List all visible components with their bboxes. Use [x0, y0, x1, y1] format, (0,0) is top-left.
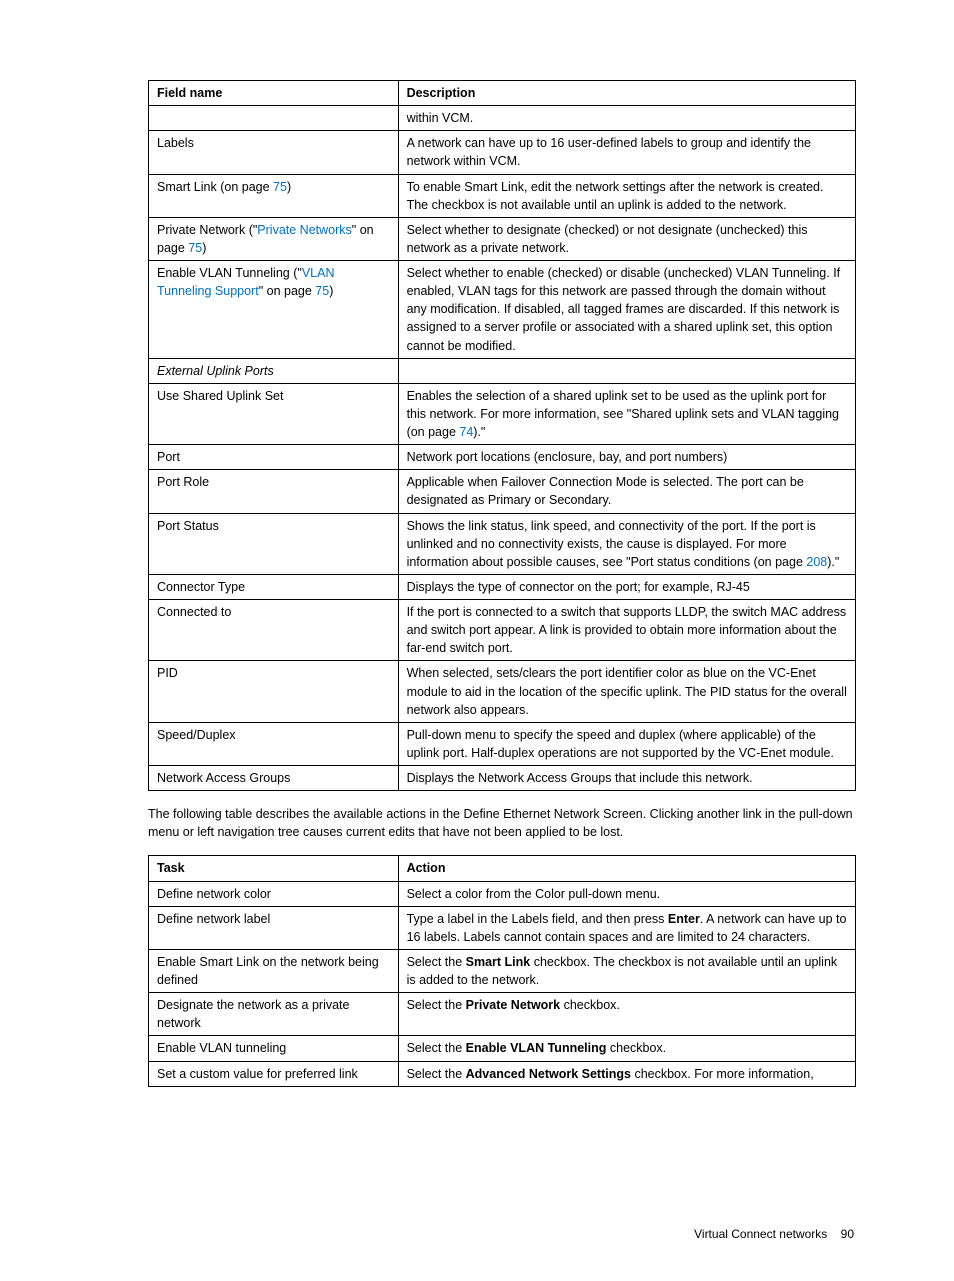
page-footer: Virtual Connect networks 90 [148, 1227, 856, 1241]
action-cell: Select a color from the Color pull-down … [398, 881, 855, 906]
description-cell: Enables the selection of a shared uplink… [398, 383, 855, 444]
task-action-table: Task Action Define network colorSelect a… [148, 855, 856, 1086]
table-row: Set a custom value for preferred linkSel… [149, 1061, 856, 1086]
header-description: Description [398, 81, 855, 106]
description-cell: When selected, sets/clears the port iden… [398, 661, 855, 722]
description-cell: Applicable when Failover Connection Mode… [398, 470, 855, 513]
description-cell: Network port locations (enclosure, bay, … [398, 445, 855, 470]
action-cell: Select the Enable VLAN Tunneling checkbo… [398, 1036, 855, 1061]
task-cell: Enable VLAN tunneling [149, 1036, 399, 1061]
table-row: Port StatusShows the link status, link s… [149, 513, 856, 574]
table-row: Connected toIf the port is connected to … [149, 600, 856, 661]
field-name-cell: Enable VLAN Tunneling ("VLAN Tunneling S… [149, 261, 399, 359]
header-task: Task [149, 856, 399, 881]
description-cell: within VCM. [398, 106, 855, 131]
header-action: Action [398, 856, 855, 881]
description-cell: Pull-down menu to specify the speed and … [398, 722, 855, 765]
field-name-cell: Private Network ("Private Networks" on p… [149, 217, 399, 260]
table-row: Enable VLAN Tunneling ("VLAN Tunneling S… [149, 261, 856, 359]
action-cell: Select the Smart Link checkbox. The chec… [398, 949, 855, 992]
field-description-table: Field name Description within VCM.Labels… [148, 80, 856, 791]
table-row: PIDWhen selected, sets/clears the port i… [149, 661, 856, 722]
table-row: Smart Link (on page 75)To enable Smart L… [149, 174, 856, 217]
field-name-cell: Connected to [149, 600, 399, 661]
table-row: Connector TypeDisplays the type of conne… [149, 574, 856, 599]
action-cell: Type a label in the Labels field, and th… [398, 906, 855, 949]
page-number: 90 [841, 1227, 854, 1241]
table-row: Use Shared Uplink SetEnables the selecti… [149, 383, 856, 444]
footer-section-title: Virtual Connect networks [694, 1227, 827, 1241]
field-name-cell: PID [149, 661, 399, 722]
table-row: Network Access GroupsDisplays the Networ… [149, 766, 856, 791]
table-row: Define network labelType a label in the … [149, 906, 856, 949]
description-cell: If the port is connected to a switch tha… [398, 600, 855, 661]
table-row: Speed/DuplexPull-down menu to specify th… [149, 722, 856, 765]
table-row: Port RoleApplicable when Failover Connec… [149, 470, 856, 513]
field-name-cell: Speed/Duplex [149, 722, 399, 765]
field-name-cell: External Uplink Ports [149, 358, 399, 383]
description-cell: A network can have up to 16 user-defined… [398, 131, 855, 174]
table-row: Enable Smart Link on the network being d… [149, 949, 856, 992]
field-name-cell: Use Shared Uplink Set [149, 383, 399, 444]
field-name-cell: Labels [149, 131, 399, 174]
field-name-cell: Port Role [149, 470, 399, 513]
description-cell: Displays the Network Access Groups that … [398, 766, 855, 791]
document-page: Field name Description within VCM.Labels… [0, 0, 954, 1281]
description-cell [398, 358, 855, 383]
task-cell: Enable Smart Link on the network being d… [149, 949, 399, 992]
table-row: LabelsA network can have up to 16 user-d… [149, 131, 856, 174]
field-name-cell [149, 106, 399, 131]
table-row: PortNetwork port locations (enclosure, b… [149, 445, 856, 470]
field-name-cell: Port Status [149, 513, 399, 574]
description-cell: Shows the link status, link speed, and c… [398, 513, 855, 574]
description-cell: Select whether to designate (checked) or… [398, 217, 855, 260]
table-row: within VCM. [149, 106, 856, 131]
task-cell: Designate the network as a private netwo… [149, 993, 399, 1036]
table-row: Enable VLAN tunnelingSelect the Enable V… [149, 1036, 856, 1061]
table-row: External Uplink Ports [149, 358, 856, 383]
table-header-row: Task Action [149, 856, 856, 881]
task-cell: Define network label [149, 906, 399, 949]
task-cell: Set a custom value for preferred link [149, 1061, 399, 1086]
action-cell: Select the Advanced Network Settings che… [398, 1061, 855, 1086]
field-name-cell: Port [149, 445, 399, 470]
description-cell: Displays the type of connector on the po… [398, 574, 855, 599]
action-cell: Select the Private Network checkbox. [398, 993, 855, 1036]
description-cell: Select whether to enable (checked) or di… [398, 261, 855, 359]
task-cell: Define network color [149, 881, 399, 906]
description-cell: To enable Smart Link, edit the network s… [398, 174, 855, 217]
between-tables-paragraph: The following table describes the availa… [148, 805, 856, 841]
field-name-cell: Smart Link (on page 75) [149, 174, 399, 217]
table-row: Define network colorSelect a color from … [149, 881, 856, 906]
table-header-row: Field name Description [149, 81, 856, 106]
table-row: Private Network ("Private Networks" on p… [149, 217, 856, 260]
header-field-name: Field name [149, 81, 399, 106]
table-row: Designate the network as a private netwo… [149, 993, 856, 1036]
field-name-cell: Network Access Groups [149, 766, 399, 791]
field-name-cell: Connector Type [149, 574, 399, 599]
